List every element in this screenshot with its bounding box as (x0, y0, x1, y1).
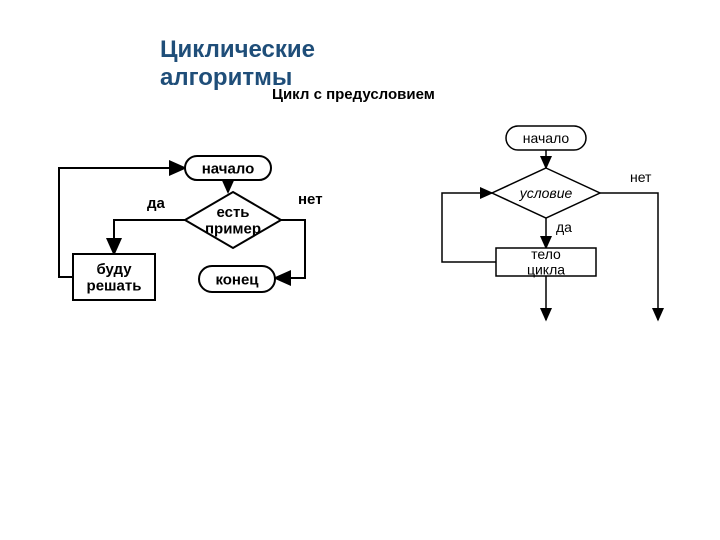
svg-text:решать: решать (87, 278, 142, 295)
svg-text:конец: конец (215, 271, 259, 288)
svg-text:начало: начало (523, 130, 570, 146)
svg-text:есть: есть (216, 204, 249, 221)
flowchart-right: да нет начало условие телоцикла (400, 120, 700, 350)
svg-text:нет: нет (298, 191, 323, 208)
svg-text:тело: тело (531, 246, 561, 262)
svg-text:да: да (556, 219, 572, 235)
svg-text:да: да (147, 195, 166, 212)
svg-text:нет: нет (630, 169, 652, 185)
svg-text:начало: начало (202, 160, 255, 177)
svg-text:цикла: цикла (527, 262, 565, 278)
svg-text:пример: пример (205, 221, 261, 238)
page-subtitle: Цикл с предусловием (272, 86, 435, 103)
svg-text:буду: буду (96, 261, 132, 278)
page-title: Циклические алгоритмы (160, 36, 420, 91)
svg-text:условие: условие (519, 185, 573, 201)
flowchart-left: да нет начало естьпример будурешать конец (55, 150, 335, 340)
